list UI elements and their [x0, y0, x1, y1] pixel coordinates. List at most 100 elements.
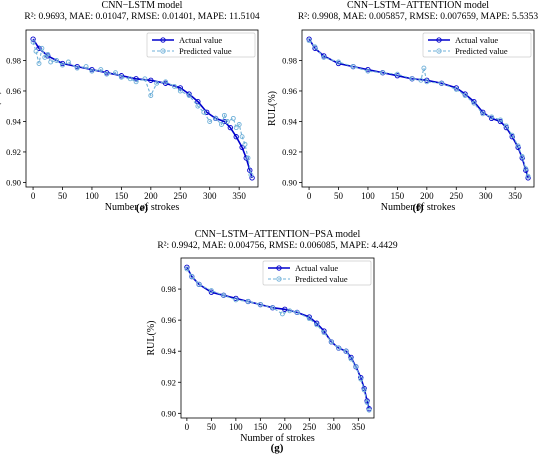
data-point: [189, 274, 195, 280]
data-point: [287, 308, 293, 314]
y-tick-label: 0.98: [6, 55, 21, 65]
data-point: [233, 134, 239, 140]
data-point: [358, 376, 364, 382]
data-point: [366, 407, 372, 413]
y-tick-label: 0.96: [6, 86, 21, 96]
data-point: [523, 167, 529, 173]
series-predicted: [30, 39, 254, 178]
data-point: [365, 68, 371, 74]
plot-frame: [301, 29, 535, 188]
series-line: [32, 42, 252, 175]
y-axis-label: RUL(%): [0, 91, 2, 126]
data-point: [186, 93, 192, 98]
data-point: [462, 93, 468, 98]
x-tick-label: 350: [232, 191, 246, 201]
data-point: [242, 141, 248, 147]
series-line: [186, 266, 370, 409]
data-point: [42, 54, 48, 60]
x-tick-label: 100: [85, 191, 99, 201]
data-point: [208, 288, 214, 294]
data-point: [503, 123, 509, 129]
data-point: [127, 76, 133, 82]
data-point: [364, 398, 370, 404]
y-tick-label: 0.94: [282, 116, 298, 126]
data-point: [54, 58, 60, 63]
y-tick-label: 0.90: [161, 408, 176, 418]
series-line: [32, 38, 253, 179]
y-tick-label: 0.90: [282, 177, 297, 187]
legend-label: Actual value: [179, 35, 222, 45]
data-point: [177, 88, 183, 94]
data-point: [133, 76, 139, 82]
data-point: [48, 59, 54, 65]
series-actual: [184, 264, 372, 412]
data-point: [335, 60, 342, 67]
data-point: [201, 109, 207, 115]
data-point: [421, 65, 427, 71]
y-tick-label: 0.94: [161, 346, 177, 356]
x-tick-label: 250: [450, 191, 464, 201]
x-tick-label: 150: [391, 191, 405, 201]
legend-label: Predicted value: [455, 46, 508, 56]
x-tick-label: 250: [303, 422, 317, 432]
x-tick-label: 50: [207, 422, 217, 432]
data-point: [279, 311, 285, 317]
x-axis-label: Number of strokes: [240, 433, 315, 444]
x-tick-label: 300: [327, 422, 341, 432]
data-point: [195, 103, 201, 109]
data-point: [39, 45, 45, 51]
x-tick-label: 250: [174, 191, 188, 201]
data-point: [171, 83, 177, 89]
data-point: [480, 111, 486, 117]
data-point: [394, 71, 400, 77]
chart-subtitle: R²: 0.9693, MAE: 0.01047, RMSE: 0.01401,…: [24, 12, 260, 22]
data-point: [343, 348, 349, 354]
data-point: [394, 73, 401, 79]
data-point: [270, 305, 276, 311]
data-point: [89, 68, 95, 74]
data-point: [224, 119, 230, 124]
legend-marker: [276, 276, 282, 282]
data-point: [33, 48, 39, 54]
y-tick-label: 0.92: [282, 147, 297, 157]
data-point: [30, 39, 36, 45]
x-axis-label: Number of strokes: [381, 202, 456, 213]
data-point: [196, 281, 202, 287]
data-point: [98, 67, 104, 73]
data-point: [177, 85, 183, 91]
chart-title: CNN−LSTM−ATTENTION−PSA model: [195, 229, 361, 240]
x-tick-label: 150: [115, 191, 129, 201]
data-point: [248, 172, 254, 178]
data-point: [523, 166, 529, 172]
y-tick-label: 0.96: [282, 86, 297, 96]
data-point: [148, 77, 154, 83]
data-point: [233, 125, 239, 131]
chart-title: CNN−LSTM−ATTENTION model: [347, 0, 489, 11]
plot-frame: [25, 29, 259, 188]
legend-marker: [436, 37, 442, 43]
x-tick-label: 350: [352, 422, 366, 432]
data-point: [353, 364, 359, 370]
x-tick-label: 0: [31, 191, 36, 201]
data-point: [221, 118, 228, 125]
data-point: [424, 77, 430, 83]
x-tick-label: 350: [508, 191, 522, 201]
legend-label: Predicted value: [295, 274, 348, 284]
data-point: [239, 134, 245, 140]
series-line: [186, 268, 370, 411]
data-point: [509, 132, 515, 138]
data-point: [364, 400, 370, 405]
data-point: [321, 53, 327, 59]
legend-label: Predicted value: [179, 46, 232, 56]
x-tick-label: 200: [420, 191, 434, 201]
data-point: [294, 309, 300, 315]
data-point: [133, 79, 139, 85]
data-point: [74, 65, 80, 71]
data-point: [471, 100, 477, 106]
data-point: [221, 112, 227, 118]
data-point: [336, 59, 341, 65]
